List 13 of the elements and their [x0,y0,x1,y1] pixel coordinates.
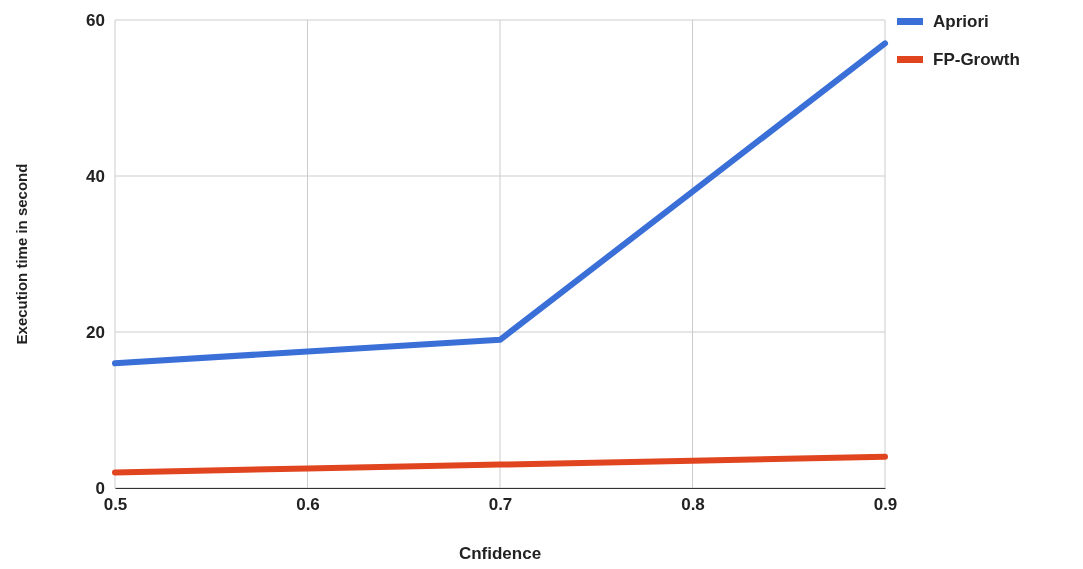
x-tick-label: 0.8 [681,495,705,515]
legend-label: FP-Growth [933,50,1020,69]
y-tick-label: 20 [86,322,105,342]
y-tick-label: 0 [95,478,105,498]
x-tick-label: 0.7 [488,495,513,515]
y-tick-label: 40 [86,166,105,186]
x-axis-title: Cnfidence [458,544,542,563]
x-tick-label: 0.5 [103,495,128,515]
x-tick-label: 0.9 [873,495,898,515]
legend-label: Apriori [933,12,989,31]
y-tick-label: 60 [86,10,105,30]
x-tick-label: 0.6 [296,495,320,515]
y-axis-title: Execution time in second [13,163,30,345]
